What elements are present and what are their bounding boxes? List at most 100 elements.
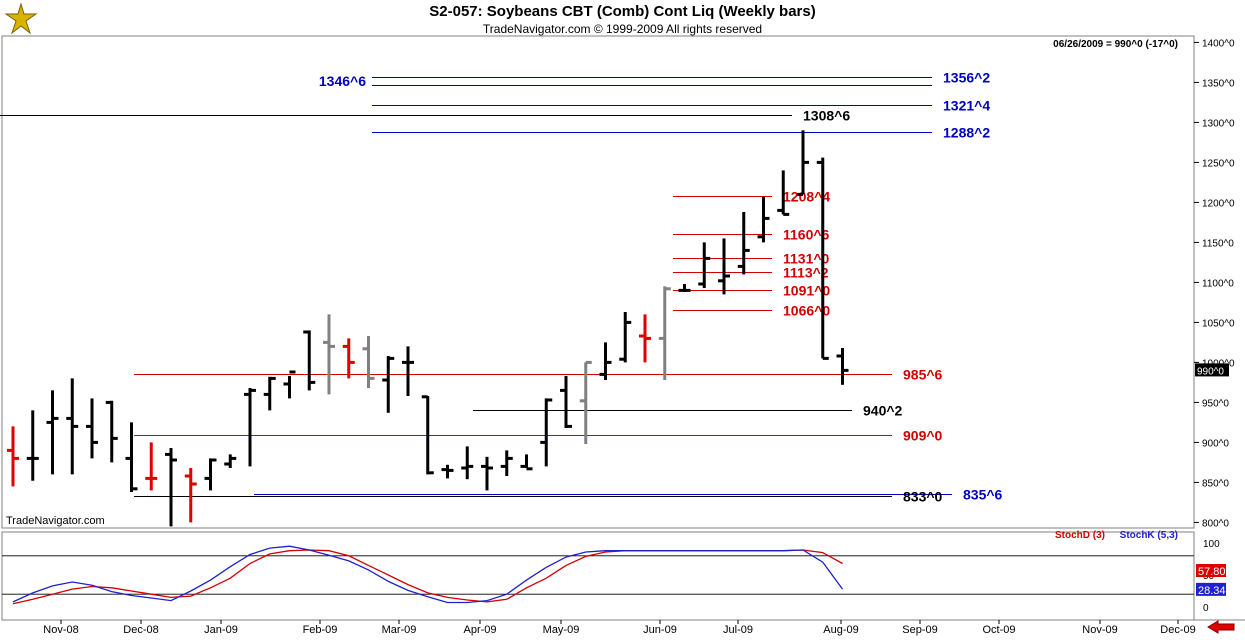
ohlc-bar [46,390,59,475]
ohlc-bar [184,468,197,523]
chart-title: S2-057: Soybeans CBT (Comb) Cont Liq (We… [429,3,816,20]
ohlc-bar [125,422,138,492]
price-tag-bg [1195,363,1229,377]
level-label: 835^6 [963,487,1003,503]
x-tick-label: Jul-09 [723,624,753,636]
x-tick-label: Nov-09 [1082,624,1117,636]
ohlc-bar [757,196,770,243]
ohlc-bar [500,450,513,476]
legend-stochk: StochK (5,3) [1120,530,1178,541]
level-label: 1131^0 [783,251,830,267]
x-tick-label: Dec-08 [123,624,158,636]
ohlc-bar [816,157,829,360]
x-tick-label: Nov-08 [43,624,78,636]
level-label: 833^0 [903,489,943,505]
ohlc-bar [797,130,809,196]
text-layer: 06/26/2009 = 990^0 (-17^0) TradeNavigator… [6,39,1229,541]
ohlc-bar [323,314,335,395]
ohlc-bar [737,212,750,275]
stoch-tick-label: 0 [1203,603,1209,614]
ohlc-bar [619,312,632,363]
badge-bg [1196,582,1226,596]
stoch-tick-label: 100 [1203,539,1220,550]
price-tag-text: 990^0 [1197,366,1224,377]
ohlc-bar [7,426,19,487]
ohlc-bar [165,448,177,527]
badge-text: 28.34 [1198,585,1226,597]
y-tick-label: 1050^0 [1202,318,1235,329]
last-quote: 06/26/2009 = 990^0 (-17^0) [1053,39,1178,50]
y-tick-label: 850^0 [1202,478,1229,489]
ohlc-bar [481,456,493,491]
ohlc-bar [382,356,395,413]
ohlc-bar [342,338,355,379]
x-tick-label: Apr-09 [463,624,496,636]
ohlc-bar [303,330,316,391]
ohlc-bar [698,242,711,288]
level-label: 1113^2 [783,265,829,281]
ohlc-bar [658,286,671,380]
y-tick-label: 1250^0 [1202,158,1235,169]
badge-bg [1196,564,1226,578]
scroll-left-arrow-icon[interactable] [1206,620,1236,634]
y-tick-label: 1400^0 [1202,38,1235,49]
x-tick-label: Sep-09 [902,624,937,636]
date-axis: Nov-08 Dec-08 Jan-09 Feb-09 Mar-09 Apr-09 May-… [43,620,1196,636]
y-tick-label: 1200^0 [1202,198,1235,209]
level-label: 1288^2 [943,125,990,141]
x-tick-label: Aug-09 [823,624,858,636]
stochd-value-badge: 57.80 [1196,564,1226,578]
ohlc-bar [540,398,553,467]
badge-text: 57.80 [1198,566,1226,578]
ohlc-bar [145,442,158,491]
ohlc-bar [599,342,612,380]
ohlc-bar [244,388,256,467]
x-tick-label: Dec-09 [1160,624,1195,636]
stoch-line [12,545,844,604]
ohlc-bar [283,370,296,399]
x-tick-label: Jan-09 [204,624,238,636]
ohlc-bar [560,376,572,428]
ohlc-bar [26,410,39,481]
ohlc-bar [362,336,375,388]
level-label: 1066^0 [783,303,830,319]
y-tick-label: 1350^0 [1202,78,1235,89]
price-panel [1,35,1195,529]
y-tick-label: 1150^0 [1202,238,1234,249]
ohlc-bar [105,400,118,463]
ohlc-bar [836,348,849,385]
level-label: 1160^6 [783,227,830,243]
level-label: 1091^0 [783,283,830,299]
ohlc-bar [777,170,790,216]
level-label: 985^6 [903,367,943,383]
level-label: 1321^4 [943,98,990,114]
x-tick-label: Mar-09 [382,624,417,636]
ohlc-bar [718,238,730,295]
ohlc-bar [66,378,79,475]
y-tick-label: 900^0 [1202,438,1229,449]
tradenavigator-logo [4,2,38,35]
ohlc-bar [520,454,533,471]
y-tick-label: 1300^0 [1202,118,1235,129]
ohlc-bars-layer [7,130,849,527]
ohlc-bar [678,284,691,292]
x-tick-label: May-09 [543,624,580,636]
level-label: 909^0 [903,428,943,444]
x-tick-label: Feb-09 [303,624,338,636]
watermark: TradeNavigator.com [6,515,105,527]
ohlc-bar [639,314,651,363]
stochk-value-badge: 28.34 [1196,582,1226,597]
ohlc-bar [421,395,434,475]
legend-stochd: StochD (3) [1055,530,1105,541]
ohlc-bar [461,446,474,480]
level-label: 1308^6 [803,108,850,124]
stochastic-panel-frame [1,531,1195,621]
chart-frame [1,35,1245,621]
ohlc-bar [204,458,217,491]
y-tick-label: 950^0 [1202,398,1229,409]
ohlc-bar [441,464,454,479]
level-label: 1346^6 [319,73,366,89]
price-tag: 990^0 [1195,363,1229,377]
